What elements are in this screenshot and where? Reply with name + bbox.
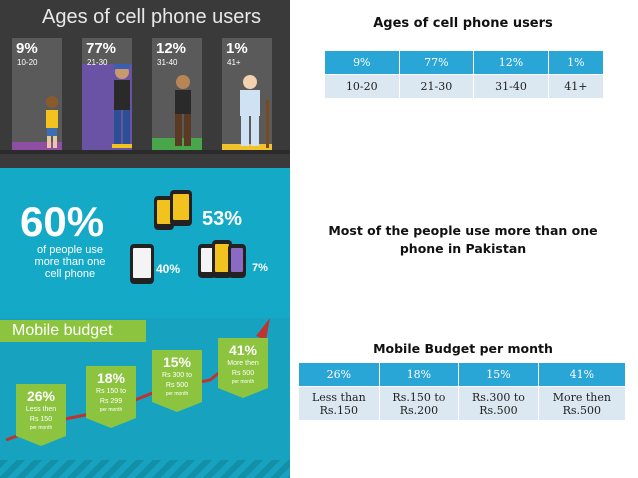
table-cell: Less than Rs.150 bbox=[298, 386, 380, 421]
young-man-figure bbox=[112, 64, 132, 148]
statement-text: Most of the people use more than one pho… bbox=[300, 222, 626, 258]
tag-line: More then bbox=[227, 360, 259, 367]
age-range: 41+ bbox=[227, 58, 241, 67]
age-range: 31-40 bbox=[157, 58, 178, 67]
age-range: 10-20 bbox=[17, 58, 38, 67]
table-cell: 9% bbox=[324, 50, 400, 75]
phone-icon bbox=[198, 244, 216, 278]
phone-icon bbox=[212, 240, 232, 278]
budget-tag: 26% Less then Rs 150 per month bbox=[16, 384, 66, 446]
table-row: 10-20 21-30 31-40 41+ bbox=[324, 74, 605, 99]
cell-line: Rs.150 to bbox=[392, 390, 446, 404]
tag-line: Less then bbox=[25, 406, 57, 413]
table-cell: 15% bbox=[458, 362, 539, 387]
elderly-figure bbox=[240, 75, 269, 148]
statement-line: Most of the people use more than one bbox=[328, 223, 598, 238]
age-percent: 12% bbox=[156, 40, 187, 57]
age-percent: 9% bbox=[16, 40, 38, 57]
multi-phone-description: of people use more than one cell phone bbox=[20, 244, 120, 280]
age-percent: 77% bbox=[86, 40, 117, 57]
ages-table: 9% 77% 12% 1% 10-20 21-30 31-40 41+ bbox=[324, 50, 605, 99]
table-cell: 10-20 bbox=[324, 74, 400, 99]
table-cell: 18% bbox=[378, 362, 460, 387]
tag-percent: 15% bbox=[162, 354, 192, 370]
table-cell: More then Rs.500 bbox=[537, 386, 627, 421]
table-cell: 26% bbox=[298, 362, 380, 387]
cell-line: Rs.500 bbox=[479, 403, 518, 417]
tag-per: per month bbox=[231, 379, 255, 385]
budget-title: Mobile Budget per month bbox=[373, 341, 553, 356]
table-cell: 31-40 bbox=[473, 74, 549, 99]
phone-icon bbox=[130, 244, 154, 284]
big-percent: 60% bbox=[20, 198, 105, 245]
infographic-image: Ages of cell phone users 9% 10-20 77% 21… bbox=[0, 0, 290, 478]
budget-table: 26% 18% 15% 41% Less than Rs.150 Rs.150 t… bbox=[298, 362, 627, 421]
budget-tag: 41% More then Rs 500 per month bbox=[218, 338, 268, 398]
statement-line: phone in Pakistan bbox=[399, 241, 527, 256]
table-cell: 12% bbox=[473, 50, 549, 75]
percent-40: 40% bbox=[156, 262, 181, 276]
table-cell: 41% bbox=[537, 362, 627, 387]
desc-line: more than one bbox=[34, 256, 106, 268]
table-row: Less than Rs.150 Rs.150 to Rs.200 Rs.300 t… bbox=[298, 386, 627, 421]
table-cell: Rs.150 to Rs.200 bbox=[378, 386, 460, 421]
age-percent: 1% bbox=[226, 40, 248, 57]
percent-53: 53% bbox=[202, 208, 243, 230]
multi-phone-panel bbox=[0, 168, 290, 318]
tag-line: Rs 150 to bbox=[96, 388, 126, 395]
tag-percent: 18% bbox=[96, 370, 126, 386]
tag-percent: 26% bbox=[26, 388, 56, 404]
cell-line: Rs.300 to bbox=[471, 390, 525, 404]
tag-line: Rs 500 bbox=[231, 370, 255, 377]
tag-line: Rs 500 bbox=[165, 382, 189, 389]
desc-line: of people use bbox=[36, 244, 104, 256]
cell-line: Rs.200 bbox=[399, 403, 439, 417]
budget-tag: 15% Rs 300 to Rs 500 per month bbox=[152, 350, 202, 412]
budget-label: Mobile budget bbox=[0, 320, 146, 342]
desc-line: cell phone bbox=[44, 268, 96, 280]
man-figure bbox=[175, 75, 191, 146]
people-figures bbox=[46, 64, 269, 148]
phone-icon bbox=[154, 196, 174, 230]
table-header-row: 9% 77% 12% 1% bbox=[324, 50, 605, 75]
cell-line: Less than bbox=[311, 390, 366, 404]
cell-line: More then bbox=[552, 390, 611, 404]
infographic-title: Ages of cell phone users bbox=[42, 6, 262, 28]
ages-title: Ages of cell phone users bbox=[373, 16, 553, 31]
stripe-decoration bbox=[0, 460, 290, 478]
tag-percent: 41% bbox=[228, 342, 258, 358]
tag-line: Rs 299 bbox=[99, 398, 123, 405]
table-cell: 77% bbox=[398, 50, 475, 75]
cell-line: Rs.150 bbox=[319, 403, 359, 417]
tag-per: per month bbox=[165, 391, 189, 397]
table-cell: 41+ bbox=[547, 74, 605, 99]
table-cell: Rs.300 to Rs.500 bbox=[458, 386, 539, 421]
floor-line bbox=[0, 150, 290, 154]
table-cell: 21-30 bbox=[398, 74, 475, 99]
table-cell: 1% bbox=[547, 50, 605, 75]
phone-icon bbox=[228, 244, 246, 278]
phone-icon bbox=[170, 190, 192, 226]
cell-line: Rs.500 bbox=[562, 403, 602, 417]
age-fill bbox=[222, 144, 272, 152]
age-fill bbox=[12, 142, 62, 152]
budget-tag: 18% Rs 150 to Rs 299 per month bbox=[86, 366, 136, 428]
tag-per: per month bbox=[99, 407, 123, 413]
table-header-row: 26% 18% 15% 41% bbox=[298, 362, 627, 387]
tag-line: Rs 300 to bbox=[162, 372, 192, 379]
tag-per: per month bbox=[29, 425, 53, 431]
tag-line: Rs 150 bbox=[29, 416, 53, 423]
age-range: 21-30 bbox=[87, 58, 108, 67]
percent-7: 7% bbox=[252, 262, 268, 274]
child-figure bbox=[46, 96, 58, 148]
